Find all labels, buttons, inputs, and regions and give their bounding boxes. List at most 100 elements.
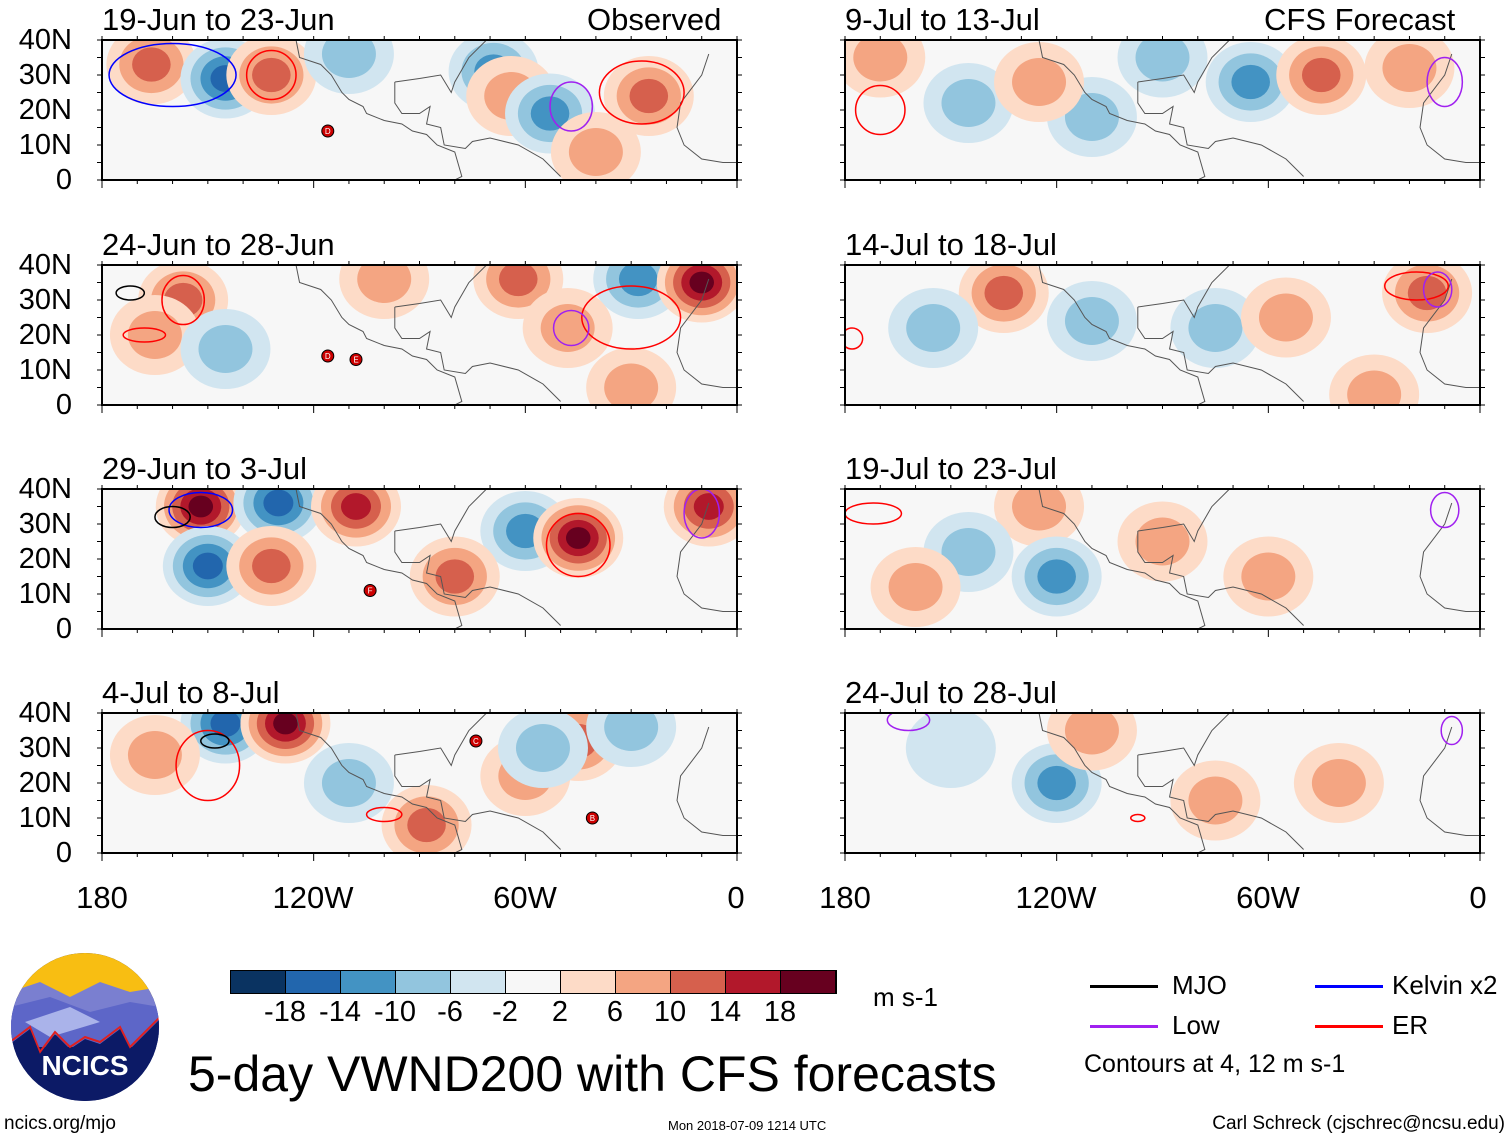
figure-title: 5-day VWND200 with CFS forecasts xyxy=(188,1046,997,1102)
anomaly-shading xyxy=(906,304,961,352)
anomaly-shading xyxy=(435,559,475,594)
tropical-cyclone-icon: F xyxy=(363,584,377,597)
anomaly-shading xyxy=(530,96,570,131)
footer-author: Carl Schreck (cjschrec@ncsu.edu) xyxy=(1212,1113,1505,1134)
anomaly-shading xyxy=(263,489,294,517)
anomaly-shading xyxy=(252,57,291,93)
coastline xyxy=(1137,307,1304,402)
lat-label: 40N xyxy=(18,249,72,281)
wave-contour xyxy=(598,60,685,125)
anomaly-shading xyxy=(407,807,446,843)
coastline xyxy=(295,489,463,629)
colorbar-swatch xyxy=(671,971,726,993)
lat-label: 10N xyxy=(18,578,72,610)
wave-contour xyxy=(115,285,146,301)
anomaly-shading xyxy=(273,713,298,735)
wave-contour xyxy=(1426,56,1464,108)
coastline xyxy=(676,53,737,163)
lon-label: 60W xyxy=(493,880,557,915)
svg-text:D: D xyxy=(325,127,331,136)
contour-note: Contours at 4, 12 m s-1 xyxy=(1084,1050,1346,1078)
legend-kelvin-line xyxy=(1315,985,1383,988)
anomaly-shading xyxy=(192,552,223,580)
coastline xyxy=(1038,40,1206,180)
observed-header: Observed xyxy=(587,2,722,37)
wave-contour xyxy=(1440,715,1464,746)
anomaly-shading xyxy=(515,724,570,772)
map-panel xyxy=(840,485,1485,637)
wave-contour xyxy=(549,81,594,132)
svg-text:F: F xyxy=(368,587,373,596)
wave-contour xyxy=(365,806,403,823)
map-panel: F xyxy=(97,485,742,637)
coastline xyxy=(394,307,561,402)
legend-mjo: MJO xyxy=(1172,970,1227,1000)
panel-title: 4-Jul to 8-Jul xyxy=(102,675,280,710)
colorbar-swatch xyxy=(561,971,616,993)
anomaly-shading xyxy=(629,78,669,114)
anomaly-shading xyxy=(1064,713,1119,755)
wave-contour xyxy=(122,327,167,343)
anomaly-shading xyxy=(1241,552,1296,601)
anomaly-shading xyxy=(568,128,623,176)
tropical-cyclone-icon: E xyxy=(349,353,363,366)
anomaly-shading xyxy=(1037,559,1076,594)
anomaly-shading xyxy=(1064,297,1119,345)
wave-contour xyxy=(200,733,230,749)
coastline xyxy=(394,489,488,543)
anomaly-shading xyxy=(1012,58,1067,106)
wave-contour xyxy=(683,489,721,539)
coastline xyxy=(1038,713,1206,853)
lat-label: 30N xyxy=(18,59,72,91)
svg-text:C: C xyxy=(473,737,479,746)
legend-er: ER xyxy=(1392,1010,1429,1040)
legend-kelvin: Kelvin x2 xyxy=(1392,970,1498,1000)
lon-label: 180 xyxy=(76,880,128,915)
lat-label: 20N xyxy=(18,767,72,799)
anomaly-shading xyxy=(498,265,538,297)
lat-label: 10N xyxy=(18,802,72,834)
panel-title: 24-Jul to 28-Jul xyxy=(845,675,1057,710)
anomaly-shading xyxy=(604,713,659,751)
coastline xyxy=(1137,531,1304,626)
svg-text:E: E xyxy=(353,356,358,365)
footer-url: ncics.org/mjo xyxy=(4,1113,116,1134)
legend-low: Low xyxy=(1172,1010,1220,1040)
logo-text: NCICS xyxy=(41,1050,128,1081)
lon-label: 180 xyxy=(819,880,871,915)
map-panel xyxy=(840,709,1485,861)
colorbar-swatch xyxy=(451,971,506,993)
coastline xyxy=(394,713,488,767)
anomaly-shading xyxy=(1188,776,1243,825)
tropical-cyclone-icon: C xyxy=(469,734,483,748)
anomaly-shading xyxy=(905,713,996,788)
cfs-forecast-header: CFS Forecast xyxy=(1264,2,1456,37)
anomaly-shading xyxy=(1231,64,1270,100)
coastline xyxy=(394,265,488,319)
lat-label: 30N xyxy=(18,284,72,316)
tropical-cyclone-icon: D xyxy=(321,349,335,363)
coastline xyxy=(1137,755,1304,850)
lat-label: 30N xyxy=(18,508,72,540)
anomaly-shading xyxy=(1382,44,1437,92)
anomaly-shading xyxy=(1037,765,1076,801)
panel-title: 24-Jun to 28-Jun xyxy=(102,227,335,262)
coastline xyxy=(676,502,737,612)
colorbar-label: 18 xyxy=(763,996,797,1028)
colorbar-label: 14 xyxy=(708,996,742,1028)
coastline xyxy=(676,278,737,388)
tropical-cyclone-icon: B xyxy=(585,811,599,825)
anomaly-shading xyxy=(321,40,376,78)
legend-low-line xyxy=(1090,1025,1158,1028)
anomaly-shading xyxy=(888,563,943,611)
anomaly-shading xyxy=(127,731,182,779)
anomaly-shading xyxy=(1012,489,1067,531)
map-panel xyxy=(840,36,1485,188)
lat-label: 30N xyxy=(18,732,72,764)
coastline xyxy=(1137,40,1231,94)
colorbar-swatch xyxy=(781,971,836,993)
coastline xyxy=(1038,489,1206,629)
lat-label: 0 xyxy=(55,837,72,869)
anomaly-shading xyxy=(941,528,996,576)
lat-label: 20N xyxy=(18,543,72,575)
